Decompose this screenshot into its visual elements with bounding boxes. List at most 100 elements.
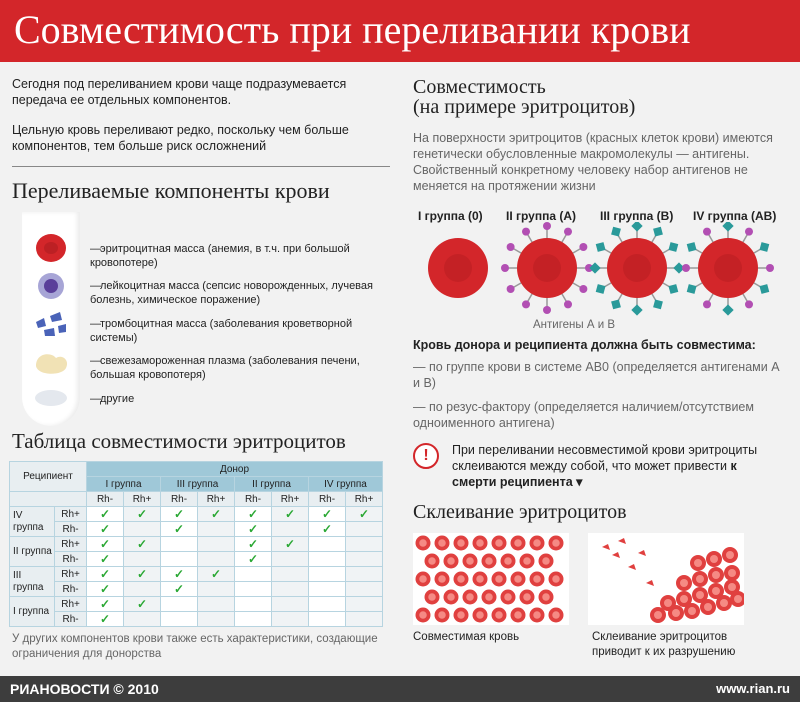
antigen-a-marker <box>579 243 588 251</box>
rule-title: Кровь донора и реципиента должна быть со… <box>413 338 756 352</box>
table-title: Таблица совместимости эритроцитов <box>12 429 346 453</box>
compat-cell <box>271 611 309 627</box>
antigen-b-marker <box>595 284 606 294</box>
compat-cell <box>123 611 161 627</box>
compat-title-line1: Совместимость <box>413 76 546 98</box>
compat-cell: ✓ <box>86 611 124 627</box>
page-title: Совместимость при переливании крови <box>14 7 691 52</box>
compat-cell: ✓ <box>86 506 124 522</box>
compat-cell: ✓ <box>123 596 161 612</box>
blood-cell-3 <box>682 222 774 316</box>
blood-cell-0 <box>428 238 488 298</box>
table-row: Rh- ✓ ✓ ✓ ✓ <box>10 521 383 537</box>
compat-cell: ✓ <box>308 506 346 522</box>
antigen-b-marker <box>722 304 734 316</box>
antigen-b-marker <box>759 284 770 294</box>
compat-cell: ✓ <box>160 506 198 522</box>
compat-cell <box>234 581 272 597</box>
compat-cell: ✓ <box>234 521 272 537</box>
compat-cell <box>197 611 235 627</box>
agglut-title: Склеивание эритроцитов <box>413 501 627 523</box>
recipient-header: Реципиент <box>9 461 87 492</box>
compat-cell <box>345 611 383 627</box>
component-item-3: —тромбоцитная масса (заболевания кроветв… <box>90 318 353 344</box>
group-label-a: II группа (A) <box>506 209 577 223</box>
compat-cell: ✓ <box>345 506 383 522</box>
recipient-rh: Rh- <box>54 581 87 597</box>
table-row: I группа Rh+ ✓ ✓ <box>8 596 383 627</box>
antigen-a-marker <box>543 222 551 230</box>
compat-cell <box>308 551 346 567</box>
caption-compatible: Совместимая кровь <box>413 631 520 643</box>
compat-cell: ✓ <box>123 566 161 582</box>
component-item-2: —лейкоцитная масса (сепсис новорожденных… <box>90 280 373 306</box>
antigen-a-marker <box>564 227 572 236</box>
rh-header: Rh+ <box>345 491 383 507</box>
antigen-b-marker <box>653 226 663 237</box>
table-note: У других компонентов крови также есть ха… <box>12 633 378 660</box>
compat-cell <box>345 566 383 582</box>
compat-cell <box>234 566 272 582</box>
compat-cell <box>160 551 198 567</box>
rh-header: Rh- <box>160 491 198 507</box>
antigen-b-marker <box>686 284 697 294</box>
compat-cell <box>271 551 309 567</box>
antigen-b-marker <box>759 242 770 252</box>
component-item-4: —свежезамороженная плазма (заболевания п… <box>90 355 360 381</box>
white-blood-cell-icon <box>38 273 64 299</box>
antigen-a-marker <box>506 243 515 251</box>
compat-cell <box>308 611 346 627</box>
recipient-rh: Rh- <box>54 551 87 567</box>
antigen-b-marker <box>653 299 663 310</box>
compat-cell: ✓ <box>197 566 235 582</box>
compat-title-line2: (на примере эритроцитов) <box>413 96 636 118</box>
recipient-rh: Rh- <box>54 521 87 537</box>
compat-cell <box>345 596 383 612</box>
antigen-a-marker <box>682 264 690 272</box>
recipient-rh: Rh+ <box>54 596 87 612</box>
table-row: Rh- ✓ <box>10 611 383 627</box>
compat-table: Реципиент Донор I группа III группа II г… <box>8 461 383 627</box>
plasma-icon <box>36 354 68 374</box>
divider <box>12 166 390 167</box>
compat-description: На поверхности эритроцитов (красных клет… <box>413 131 773 193</box>
rh-header: Rh- <box>308 491 346 507</box>
compat-cell <box>308 581 346 597</box>
recipient-group: III группа <box>8 566 56 597</box>
compat-cell <box>160 611 198 627</box>
compat-cell <box>271 596 309 612</box>
recipient-rh: Rh+ <box>54 506 87 522</box>
antigen-b-marker <box>722 222 734 232</box>
antigen-a-marker <box>745 300 753 309</box>
compat-cell <box>308 566 346 582</box>
group-label-b: III группа (B) <box>600 209 674 223</box>
brand-logo: РИАНОВОСТИ © 2010 <box>10 681 159 697</box>
antigen-a-marker <box>703 300 711 309</box>
warning-bold: к смерти реципиента ▾ <box>452 459 737 489</box>
antigen-a-marker <box>585 264 593 272</box>
rh-header: Rh+ <box>123 491 161 507</box>
compat-cell: ✓ <box>271 536 309 552</box>
compat-cell <box>271 566 309 582</box>
table-row: IV группа Rh+ ✓ ✓ ✓ ✓ ✓ ✓ ✓ ✓ <box>8 506 383 537</box>
compat-cell: ✓ <box>271 506 309 522</box>
compat-cell: ✓ <box>160 581 198 597</box>
compat-cell: ✓ <box>123 536 161 552</box>
intro-paragraph-2: Цельную кровь переливают редко, поскольк… <box>12 123 349 153</box>
footer-bar: РИАНОВОСТИ © 2010 www.rian.ru <box>0 676 800 702</box>
compat-cell <box>197 536 235 552</box>
antigen-b-marker <box>611 226 621 237</box>
antigen-a-marker <box>564 300 572 309</box>
recipient-group: IV группа <box>8 506 56 537</box>
compat-cell: ✓ <box>308 521 346 537</box>
header-banner: Совместимость при переливании крови <box>0 0 800 62</box>
compat-cell <box>345 521 383 537</box>
compat-cell <box>197 581 235 597</box>
compat-cell <box>271 581 309 597</box>
table-row: III группа Rh+ ✓ ✓ ✓ ✓ <box>8 566 383 597</box>
warning-icon: ! <box>413 443 439 469</box>
compat-cell: ✓ <box>234 536 272 552</box>
cell-fragment <box>602 544 610 550</box>
antigen-b-marker <box>631 304 643 316</box>
recipient-rh: Rh- <box>54 611 87 627</box>
